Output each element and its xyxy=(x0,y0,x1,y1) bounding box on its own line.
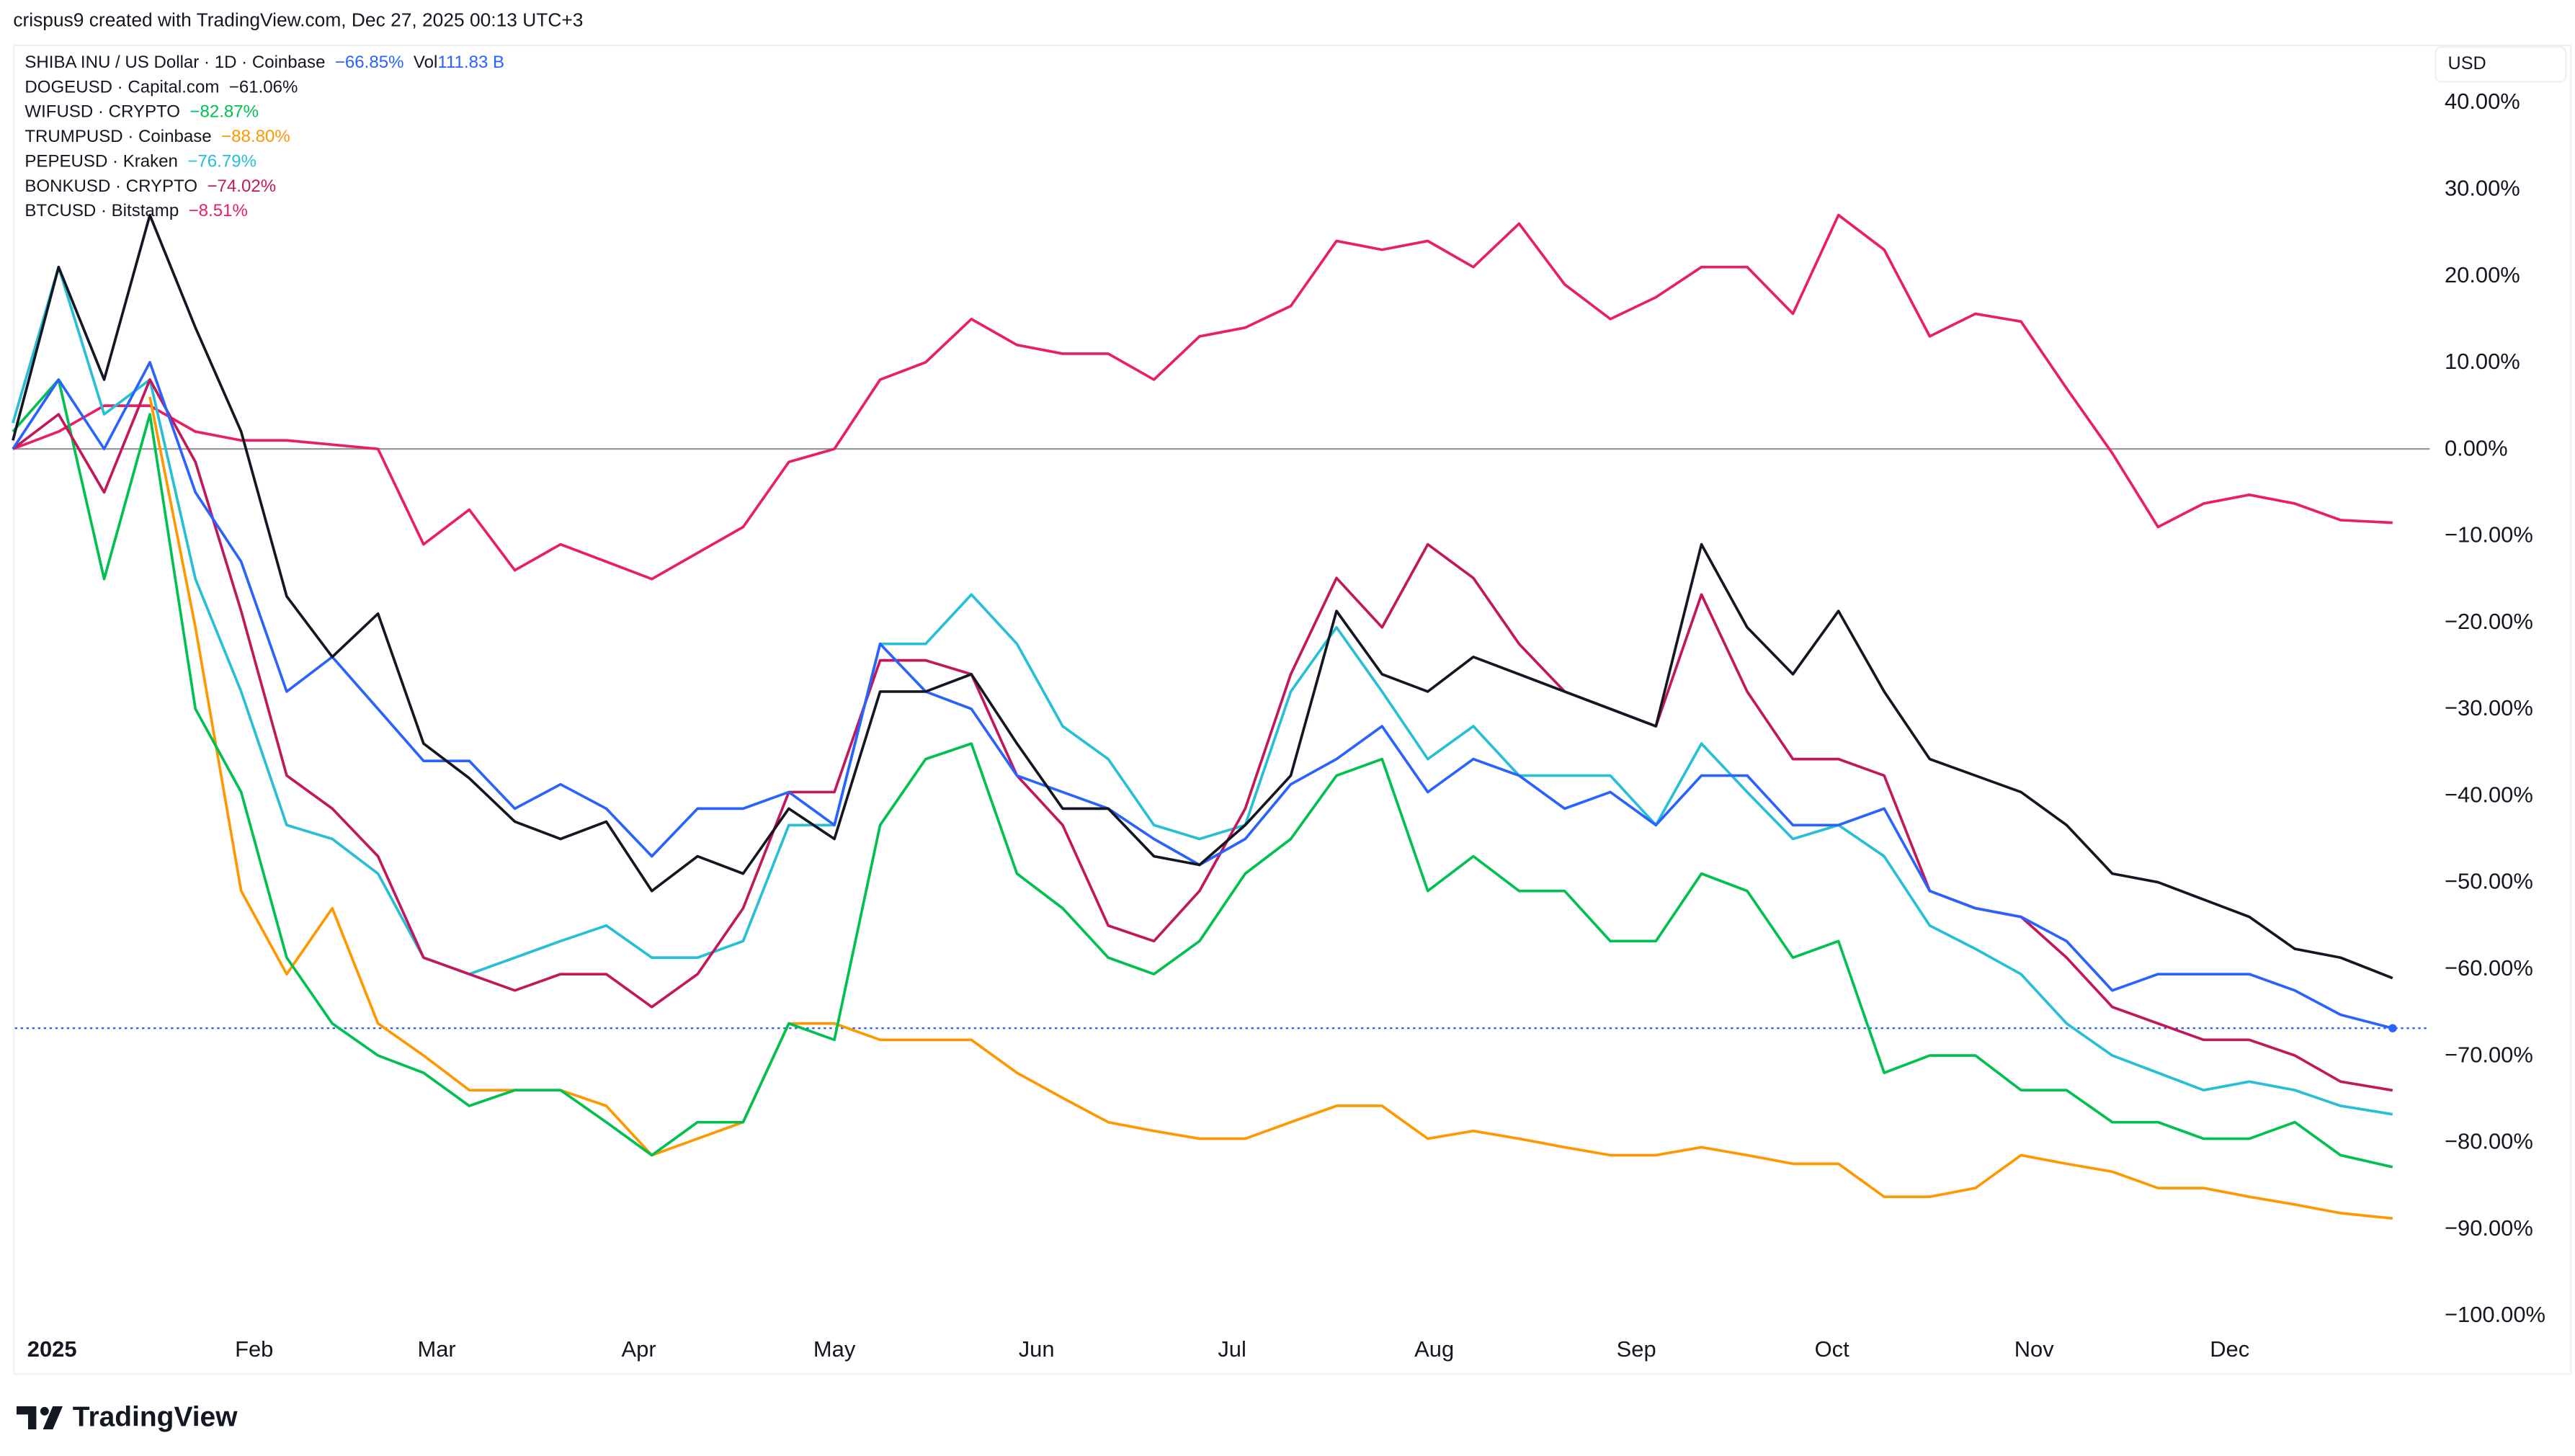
x-tick-label: Apr xyxy=(622,1336,656,1362)
x-tick-label: Oct xyxy=(1815,1336,1849,1362)
x-tick-label: May xyxy=(813,1336,856,1362)
y-tick-label: −50.00% xyxy=(2445,869,2533,894)
y-tick-label: 30.00% xyxy=(2445,175,2520,200)
legend-row-doge[interactable]: DOGEUSD · Capital.com −61.06% xyxy=(24,76,504,100)
legend-label: DOGEUSD · Capital.com xyxy=(24,77,220,98)
legend-label: BTCUSD · Bitstamp xyxy=(24,201,179,221)
x-tick-label: Nov xyxy=(2014,1336,2055,1362)
series-line-6 xyxy=(12,213,2393,980)
x-tick-label: Feb xyxy=(235,1336,273,1362)
x-tick-label: Mar xyxy=(417,1336,455,1362)
y-tick-label: −40.00% xyxy=(2445,782,2533,807)
y-tick-label: −80.00% xyxy=(2445,1129,2533,1154)
tradingview-logo-icon xyxy=(16,1406,63,1430)
volume-label: Vol xyxy=(413,53,438,73)
x-tick-label: Sep xyxy=(1617,1336,1656,1362)
legend-label: BONKUSD · CRYPTO xyxy=(24,177,198,197)
legend-row-bonk[interactable]: BONKUSD · CRYPTO −74.02% xyxy=(24,175,504,200)
series-line-3 xyxy=(12,265,2393,1116)
y-tick-label: −30.00% xyxy=(2445,695,2533,720)
x-tick-label: Dec xyxy=(2210,1336,2249,1362)
legend-label: SHIBA INU / US Dollar · 1D · Coinbase xyxy=(24,53,326,73)
x-tick-label: 2025 xyxy=(27,1336,77,1362)
legend-row-pepe[interactable]: PEPEUSD · Kraken −76.79% xyxy=(24,150,504,174)
y-tick-label: −10.00% xyxy=(2445,522,2533,548)
legend-value: −66.85% xyxy=(334,53,404,73)
series-line-0 xyxy=(12,213,2393,581)
series-line-2 xyxy=(12,378,2393,1169)
legend-value: −74.02% xyxy=(207,177,277,197)
legend-value: −61.06% xyxy=(228,77,298,98)
legend-row-shib[interactable]: SHIBA INU / US Dollar · 1D · Coinbase −6… xyxy=(24,51,504,76)
x-tick-label: Aug xyxy=(1414,1336,1454,1362)
chart-panel xyxy=(13,44,2572,1375)
y-tick-label: −20.00% xyxy=(2445,609,2533,634)
legend-value: −88.80% xyxy=(221,127,290,147)
y-tick-label: −60.00% xyxy=(2445,955,2533,981)
y-tick-label: −90.00% xyxy=(2445,1215,2533,1241)
y-tick-label: −70.00% xyxy=(2445,1042,2533,1067)
brand-name: TradingView xyxy=(72,1401,238,1433)
legend-row-wif[interactable]: WIFUSD · CRYPTO −82.87% xyxy=(24,101,504,125)
x-tick-label: Jul xyxy=(1218,1336,1246,1362)
legend-row-trump[interactable]: TRUMPUSD · Coinbase −88.80% xyxy=(24,125,504,150)
y-tick-label: 40.00% xyxy=(2445,89,2520,114)
volume-value: 111.83 B xyxy=(437,53,505,73)
y-tick-label: 10.00% xyxy=(2445,349,2520,374)
series-line-4 xyxy=(12,378,2393,1092)
legend-value: −76.79% xyxy=(187,151,256,172)
legend-value: −8.51% xyxy=(188,201,248,221)
legend: SHIBA INU / US Dollar · 1D · Coinbase −6… xyxy=(24,51,504,225)
y-tick-label: 0.00% xyxy=(2445,435,2508,460)
legend-value: −82.87% xyxy=(189,102,259,122)
y-tick-label: 20.00% xyxy=(2445,262,2520,287)
legend-label: PEPEUSD · Kraken xyxy=(24,151,178,172)
currency-button[interactable]: USD xyxy=(2435,46,2567,83)
last-value-dot xyxy=(2388,1024,2397,1032)
y-tick-label: −100.00% xyxy=(2445,1302,2545,1327)
chart-credit: crispus9 created with TradingView.com, D… xyxy=(13,12,584,32)
legend-row-btc[interactable]: BTCUSD · Bitstamp −8.51% xyxy=(24,200,504,224)
x-tick-label: Jun xyxy=(1019,1336,1055,1362)
legend-label: WIFUSD · CRYPTO xyxy=(24,102,181,122)
tradingview-logo[interactable]: TradingView xyxy=(16,1401,238,1434)
legend-label: TRUMPUSD · Coinbase xyxy=(24,127,212,147)
